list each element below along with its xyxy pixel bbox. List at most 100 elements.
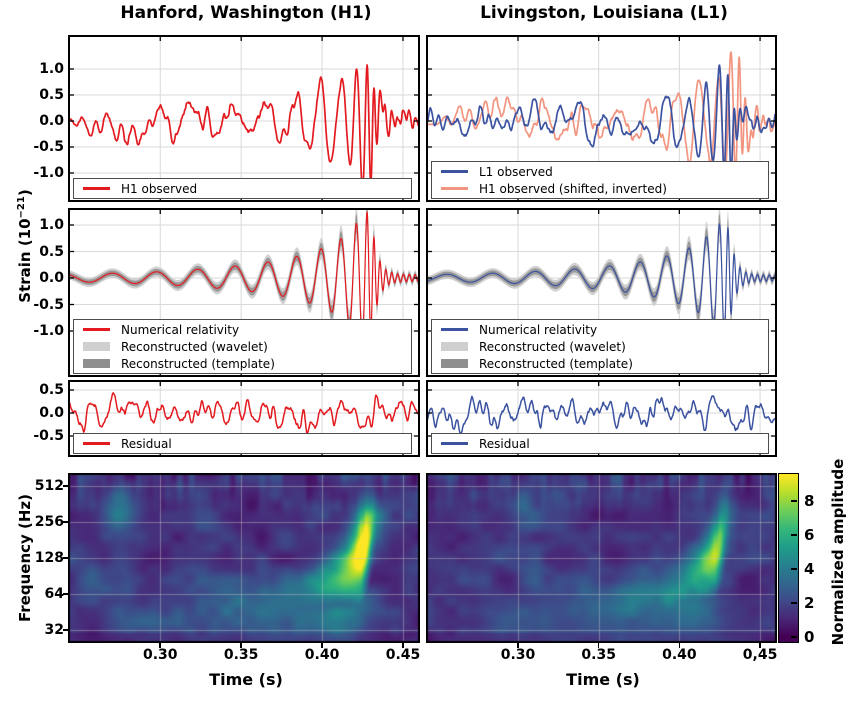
y-tick-label: 0.5 (39, 382, 64, 398)
x-tick-label: 0.40 (304, 647, 340, 663)
legend-box: Residual (431, 433, 769, 454)
legend-item: L1 observed (441, 163, 768, 180)
l1-spectrogram-panel (426, 473, 777, 643)
freq-tick-mark (63, 557, 68, 559)
legend-item: Numerical relativity (83, 321, 411, 338)
legend-item: Reconstructed (template) (441, 355, 768, 372)
colorbar-tick-label: 0 (804, 628, 815, 646)
legend-box: Numerical relativity Reconstructed (wavel… (431, 319, 769, 374)
h1-observed-panel: H1 observed (68, 35, 420, 202)
colorbar-tick-label: 8 (804, 492, 815, 510)
x-tick-label: 0.30 (142, 647, 178, 663)
y-tick-label: 0.5 (39, 243, 64, 260)
colorbar-tick-mark (791, 602, 797, 604)
colorbar-tick-mark (791, 636, 797, 638)
time-axis-label-right: Time (s) (566, 670, 640, 689)
legend-item: Residual (83, 435, 411, 452)
time-tick-mark (517, 643, 519, 648)
h1-spectrogram-canvas (68, 473, 420, 643)
h1-residual-panel: Residual (68, 380, 420, 457)
x-tick-label: 0.35 (581, 647, 616, 663)
colorbar-tick-label: 2 (804, 594, 815, 612)
y-tick-label: 1.0 (39, 61, 64, 77)
legend-item: Reconstructed (wavelet) (83, 338, 411, 355)
column-title-hanford: Hanford, Washington (H1) (120, 3, 372, 23)
colorbar-tick-label: 4 (804, 560, 815, 578)
y-tick-label: -0.5 (33, 296, 64, 313)
time-tick-mark (678, 643, 681, 648)
y-tick-label: 32 (44, 622, 64, 638)
legend-box: Numerical relativity Reconstructed (wavel… (73, 319, 412, 374)
y-tick-label: 256 (34, 514, 64, 530)
freq-tick-mark (63, 521, 68, 523)
legend-item: H1 observed (83, 180, 411, 197)
legend-line-swatch (441, 187, 468, 190)
y-tick-label: 0.0 (39, 405, 64, 421)
legend-line-swatch (441, 328, 468, 331)
freq-tick-mark (63, 629, 68, 631)
y-tick-label: -0.5 (33, 428, 64, 444)
time-tick-mark (597, 643, 600, 648)
legend-label: Numerical relativity (479, 322, 598, 337)
x-tick-label: 0.35 (223, 647, 259, 663)
l1-residual-panel: Residual (426, 380, 777, 457)
y-tick-label: 128 (34, 550, 64, 566)
colorbar-tick-mark (791, 568, 797, 570)
legend-patch-swatch (83, 359, 110, 368)
legend-box: H1 observed (73, 178, 412, 199)
y-tick-label: -1.0 (33, 165, 64, 181)
l1-reconstruction-panel: Numerical relativity Reconstructed (wavel… (426, 208, 777, 377)
y-tick-label: 0.0 (39, 113, 64, 129)
time-tick-mark (759, 643, 761, 648)
legend-item: H1 observed (shifted, inverted) (441, 180, 768, 197)
y-tick-label: 1.0 (39, 217, 64, 233)
y-tick-label: -0.5 (33, 139, 64, 155)
time-tick-mark (159, 643, 161, 648)
legend-patch-swatch (83, 342, 110, 351)
freq-tick-mark (63, 593, 68, 595)
colorbar-label: Normalized amplitude (829, 458, 847, 646)
legend-label: Residual (121, 436, 172, 451)
y-tick-label: 0.0 (39, 270, 64, 286)
legend-label: Reconstructed (template) (121, 356, 275, 371)
time-axis-label-left: Time (s) (209, 670, 283, 689)
y-tick-label: 64 (44, 586, 64, 602)
legend-label: H1 observed (121, 181, 198, 196)
legend-label: H1 observed (shifted, inverted) (479, 181, 667, 196)
strain-axis-label-suffix: ) (16, 189, 34, 197)
legend-item: Reconstructed (template) (83, 355, 411, 372)
legend-item: Numerical relativity (441, 321, 768, 338)
legend-item: Residual (441, 435, 768, 452)
legend-line-swatch (83, 328, 110, 331)
legend-item: Reconstructed (wavelet) (441, 338, 768, 355)
time-tick-mark (240, 643, 242, 648)
x-tick-label: 0.30 (500, 647, 536, 663)
l1-observed-panel: L1 observed H1 observed (shifted, inverte… (426, 35, 777, 202)
legend-box: Residual (73, 433, 412, 454)
colorbar-tick-mark (791, 534, 797, 536)
legend-label: Reconstructed (wavelet) (121, 339, 268, 354)
colorbar (778, 473, 799, 643)
y-tick-label: 0.5 (39, 87, 64, 103)
legend-label: Reconstructed (template) (479, 356, 633, 371)
y-tick-label: 512 (34, 478, 64, 494)
x-tick-label: 0.45 (385, 647, 421, 663)
x-tick-label: 0.40 (662, 647, 697, 663)
legend-label: Numerical relativity (121, 322, 240, 337)
legend-box: L1 observed H1 observed (shifted, inverte… (431, 161, 769, 199)
legend-label: Residual (479, 436, 530, 451)
column-title-livingston: Livingston, Louisiana (L1) (480, 3, 728, 23)
freq-tick-mark (63, 485, 68, 487)
colorbar-tick-label: 6 (804, 526, 815, 544)
y-tick-label: -1.0 (33, 323, 64, 339)
l1-spectrogram-canvas (426, 473, 777, 643)
legend-line-swatch (83, 442, 110, 445)
legend-patch-swatch (441, 359, 468, 368)
legend-patch-swatch (441, 342, 468, 351)
strain-axis-label-exponent: −21 (16, 196, 27, 219)
x-tick-label: 0,45 (742, 647, 778, 663)
legend-line-swatch (441, 442, 468, 445)
legend-line-swatch (83, 187, 110, 190)
colorbar-tick-mark (791, 500, 797, 502)
